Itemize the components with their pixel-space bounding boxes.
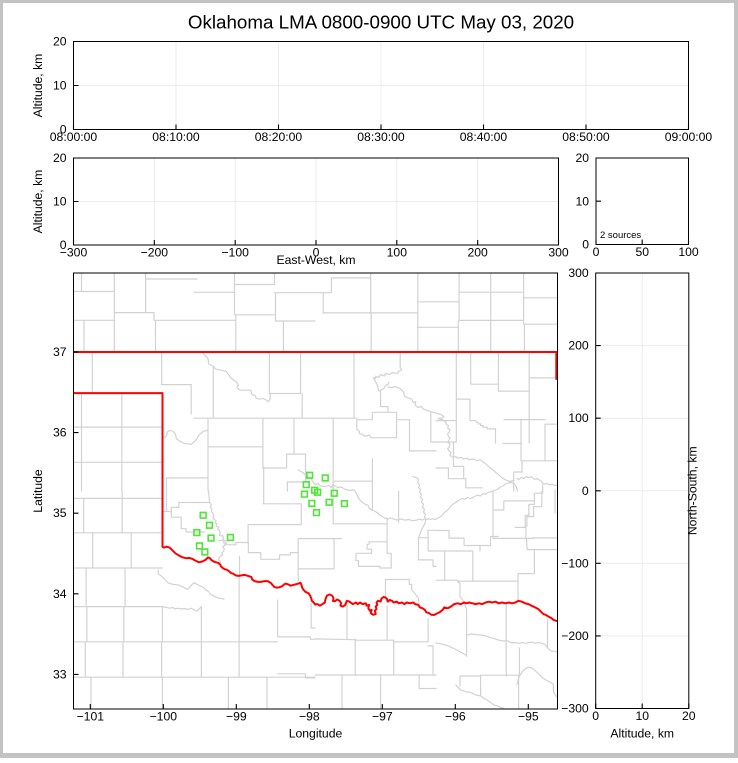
svg-text:−200: −200 bbox=[561, 629, 589, 643]
svg-text:20: 20 bbox=[682, 709, 696, 723]
svg-text:−300: −300 bbox=[561, 702, 589, 716]
svg-text:0: 0 bbox=[592, 709, 599, 723]
svg-text:−96: −96 bbox=[445, 710, 466, 724]
svg-text:08:30:00: 08:30:00 bbox=[357, 130, 405, 144]
svg-text:36: 36 bbox=[53, 426, 67, 440]
svg-text:10: 10 bbox=[575, 194, 589, 208]
svg-text:0: 0 bbox=[582, 484, 589, 498]
svg-text:20: 20 bbox=[575, 151, 589, 165]
svg-text:0: 0 bbox=[593, 245, 600, 259]
svg-text:0: 0 bbox=[60, 238, 67, 252]
svg-text:Altitude, km: Altitude, km bbox=[610, 727, 674, 741]
svg-text:09:00:00: 09:00:00 bbox=[665, 130, 713, 144]
svg-text:−95: −95 bbox=[518, 710, 539, 724]
svg-text:20: 20 bbox=[53, 151, 67, 165]
svg-text:−98: −98 bbox=[299, 710, 320, 724]
svg-text:34: 34 bbox=[53, 587, 67, 601]
svg-text:10: 10 bbox=[53, 195, 67, 209]
svg-text:200: 200 bbox=[467, 246, 488, 260]
svg-text:50: 50 bbox=[635, 245, 649, 259]
svg-text:−99: −99 bbox=[226, 710, 247, 724]
svg-text:Altitude, km: Altitude, km bbox=[31, 54, 45, 118]
svg-text:100: 100 bbox=[387, 246, 408, 260]
svg-text:100: 100 bbox=[568, 411, 589, 425]
svg-text:0: 0 bbox=[60, 123, 67, 137]
svg-text:35: 35 bbox=[53, 506, 67, 520]
svg-text:300: 300 bbox=[568, 266, 589, 280]
svg-text:300: 300 bbox=[548, 246, 569, 260]
svg-text:100: 100 bbox=[678, 245, 699, 259]
svg-text:Oklahoma LMA 0800-0900 UTC May: Oklahoma LMA 0800-0900 UTC May 03, 2020 bbox=[188, 12, 574, 33]
svg-text:−97: −97 bbox=[372, 710, 393, 724]
svg-text:37: 37 bbox=[53, 345, 67, 359]
svg-text:08:10:00: 08:10:00 bbox=[152, 130, 200, 144]
svg-text:08:20:00: 08:20:00 bbox=[255, 130, 303, 144]
svg-text:2 sources: 2 sources bbox=[600, 230, 641, 241]
svg-text:−200: −200 bbox=[141, 246, 169, 260]
svg-text:−100: −100 bbox=[561, 556, 589, 570]
svg-text:0: 0 bbox=[313, 246, 320, 260]
svg-text:Longitude: Longitude bbox=[289, 727, 343, 741]
svg-text:Latitude: Latitude bbox=[31, 469, 45, 513]
svg-text:10: 10 bbox=[53, 79, 67, 93]
svg-text:−101: −101 bbox=[77, 710, 105, 724]
svg-text:North-South, km: North-South, km bbox=[686, 446, 700, 535]
svg-text:33: 33 bbox=[53, 667, 67, 681]
svg-text:08:50:00: 08:50:00 bbox=[562, 130, 610, 144]
svg-text:East-West, km: East-West, km bbox=[276, 253, 355, 267]
svg-text:0: 0 bbox=[582, 238, 589, 252]
svg-text:−300: −300 bbox=[60, 246, 88, 260]
svg-text:20: 20 bbox=[53, 35, 67, 49]
svg-text:08:00:00: 08:00:00 bbox=[50, 130, 98, 144]
svg-text:Altitude, km: Altitude, km bbox=[31, 170, 45, 234]
svg-text:200: 200 bbox=[568, 339, 589, 353]
svg-text:08:40:00: 08:40:00 bbox=[460, 130, 508, 144]
svg-text:10: 10 bbox=[635, 709, 649, 723]
svg-text:−100: −100 bbox=[150, 710, 178, 724]
svg-text:−100: −100 bbox=[221, 246, 249, 260]
